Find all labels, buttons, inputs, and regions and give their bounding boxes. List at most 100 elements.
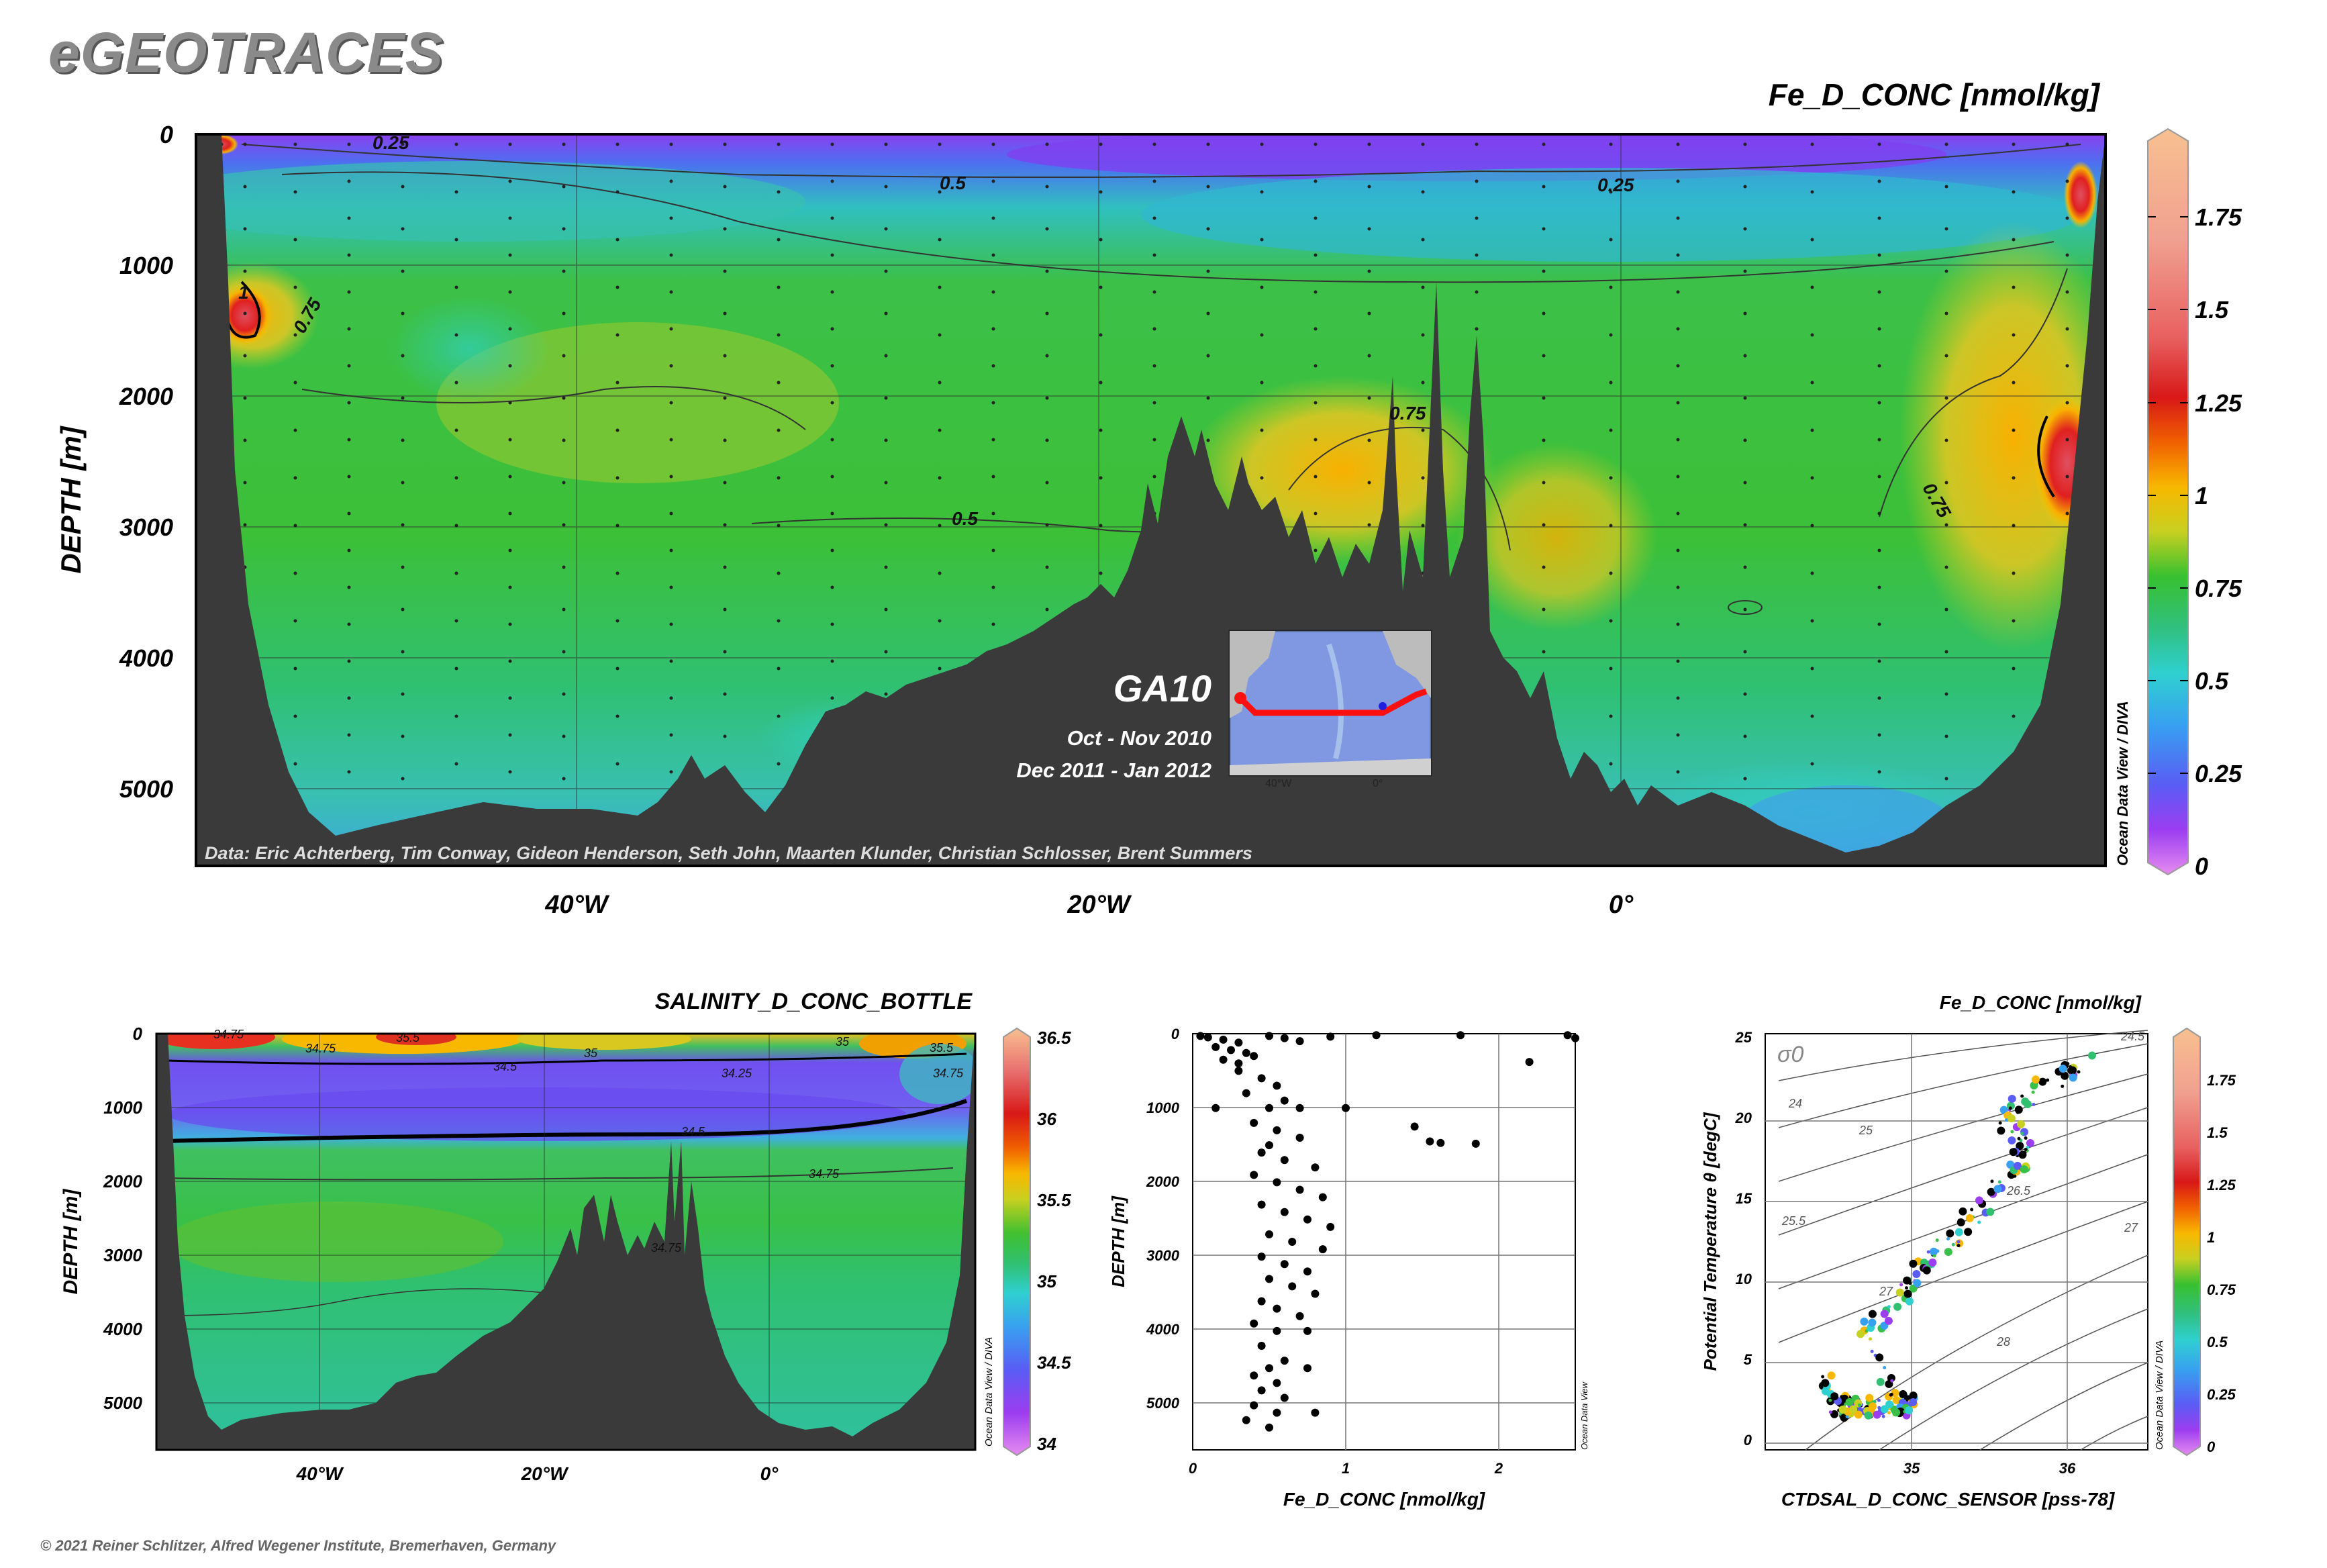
sample-point xyxy=(454,142,458,146)
inset-tick: 40°W xyxy=(1265,778,1292,789)
sample-point xyxy=(1045,227,1049,231)
sample-point xyxy=(830,179,834,183)
sample-point xyxy=(562,354,566,358)
sample-point xyxy=(1810,238,1814,242)
odv-tag: Ocean Data View / DIVA xyxy=(2114,701,2131,866)
colorbar-tick: 1 xyxy=(2195,482,2208,509)
sample-point xyxy=(830,548,834,552)
sample-point xyxy=(669,659,673,663)
sample-point xyxy=(777,571,781,575)
sample-point xyxy=(830,216,834,220)
y-tick: 5000 xyxy=(103,1393,142,1413)
sample-point xyxy=(401,142,405,146)
sample-point xyxy=(401,607,405,611)
sample-point xyxy=(562,227,566,231)
ts-point xyxy=(1821,1379,1830,1387)
ts-point xyxy=(1930,1260,1934,1264)
sample-point xyxy=(1810,762,1814,766)
ts-point xyxy=(1838,1405,1847,1414)
ts-point xyxy=(1998,1121,2002,1125)
sample-point xyxy=(508,622,512,626)
ts-x-label: CTDSAL_D_CONC_SENSOR [pss-78] xyxy=(1781,1489,2116,1510)
sample-point xyxy=(1877,401,1881,405)
sample-point xyxy=(508,142,512,146)
sample-point xyxy=(1676,327,1680,331)
ts-point xyxy=(2061,1084,2065,1088)
sample-point xyxy=(1676,511,1680,516)
sample-point xyxy=(1676,179,1680,183)
sigma-label: σ0 xyxy=(1777,1042,1804,1067)
profile-point xyxy=(1426,1137,1434,1146)
colorbar-tick: 34.5 xyxy=(1037,1353,1071,1373)
sample-point xyxy=(454,571,458,575)
sample-point xyxy=(2065,475,2069,479)
sample-point xyxy=(615,190,620,194)
sample-point xyxy=(293,524,297,528)
main-y-label: DEPTH [m] xyxy=(55,425,87,573)
sample-point xyxy=(830,696,834,700)
profile-point xyxy=(1257,1074,1266,1083)
ts-point xyxy=(1944,1248,1952,1257)
sample-point xyxy=(830,622,834,626)
x-tick: 40°W xyxy=(544,891,609,919)
contour-label: 34.75 xyxy=(213,1028,244,1041)
sample-point xyxy=(1206,142,1210,146)
sample-point xyxy=(938,476,942,480)
sample-point xyxy=(991,290,995,294)
sample-point xyxy=(243,396,247,400)
sample-point xyxy=(1206,311,1210,315)
ts-point xyxy=(2020,1132,2024,1136)
sample-point xyxy=(1743,269,1747,273)
profile-point xyxy=(1242,1048,1250,1057)
colorbar-tick: 0.5 xyxy=(2195,667,2229,695)
sample-point xyxy=(1877,253,1881,257)
sample-point xyxy=(884,523,888,527)
ts-point xyxy=(1905,1406,1914,1415)
sample-point xyxy=(884,227,888,231)
sample-point xyxy=(1609,142,1613,146)
sample-point xyxy=(991,401,995,405)
sample-point xyxy=(454,667,458,671)
sample-point xyxy=(1099,428,1103,432)
sample-point xyxy=(1206,396,1210,400)
sample-point xyxy=(1944,607,1948,611)
ts-point xyxy=(1827,1371,1836,1380)
x-tick: 35 xyxy=(1903,1460,1920,1477)
sample-point xyxy=(1260,333,1264,337)
sample-point xyxy=(669,401,673,405)
profile-point xyxy=(1311,1408,1320,1417)
sample-point xyxy=(2065,216,2069,220)
ts-point xyxy=(1830,1410,1839,1418)
profile-point xyxy=(1273,1081,1281,1090)
ts-point xyxy=(2008,1106,2012,1110)
sample-point xyxy=(723,142,727,146)
contour-label: 0.5 xyxy=(952,508,978,529)
sample-point xyxy=(347,253,351,257)
profile-point xyxy=(1318,1245,1327,1254)
sample-point xyxy=(884,650,888,654)
sample-point xyxy=(615,667,620,671)
sample-point xyxy=(508,585,512,589)
sample-point xyxy=(1314,364,1318,368)
sample-point xyxy=(1743,734,1747,738)
sample-point xyxy=(991,622,995,626)
sample-point xyxy=(1877,770,1881,774)
ts-point xyxy=(1885,1400,1894,1409)
sample-point xyxy=(347,511,351,516)
sample-point xyxy=(1609,381,1613,385)
ts-point xyxy=(1877,1398,1881,1402)
sample-point xyxy=(1542,227,1546,231)
sample-point xyxy=(347,179,351,183)
sample-point xyxy=(777,238,781,242)
sample-point xyxy=(1944,565,1948,569)
ts-point xyxy=(1873,1410,1881,1419)
profile-point xyxy=(1250,1171,1258,1179)
profile-y-label: DEPTH [m] xyxy=(1108,1195,1128,1287)
sample-point xyxy=(1367,311,1371,315)
contour-label: 35 xyxy=(584,1046,598,1060)
sample-point xyxy=(1676,622,1680,626)
y-tick: 0 xyxy=(133,1024,143,1044)
isopycnal-label: 27 xyxy=(1879,1285,1893,1298)
ts-point xyxy=(2069,1073,2077,1082)
sample-point xyxy=(777,762,781,766)
